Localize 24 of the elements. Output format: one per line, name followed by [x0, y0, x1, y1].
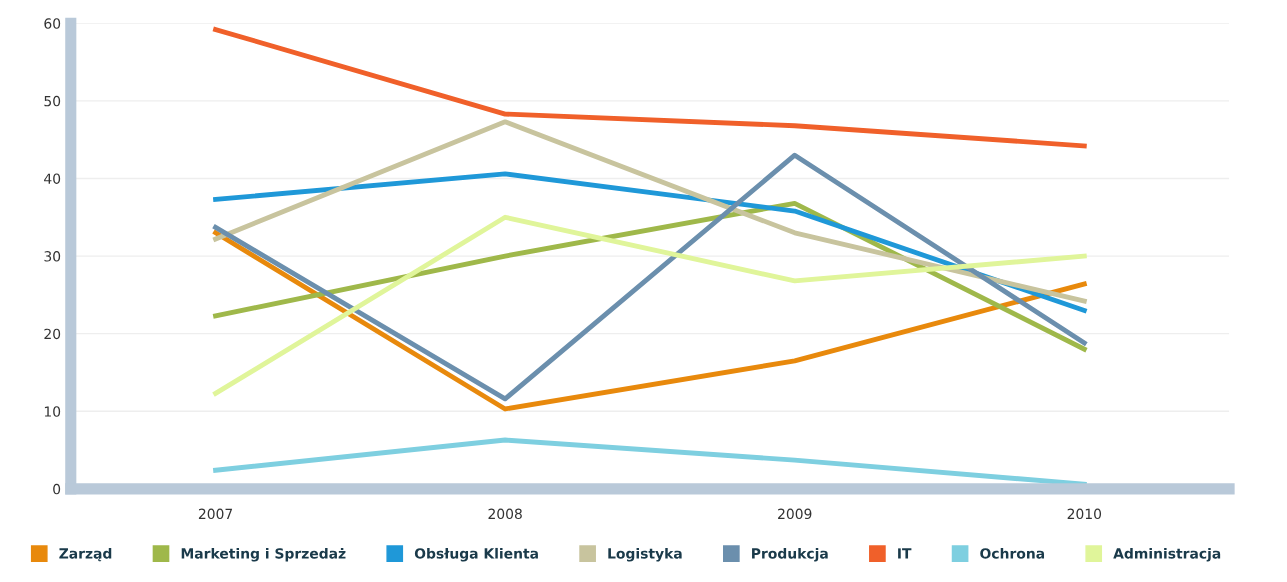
y-tick-label: 50 [44, 95, 61, 107]
legend-label: Zarząd [59, 547, 112, 562]
y-tick-label: 30 [44, 251, 61, 262]
line-series [213, 152, 1087, 402]
line-series [213, 27, 1087, 149]
line-series [213, 214, 1087, 396]
y-tick-label: 0 [53, 483, 61, 495]
legend-label: Produkcja [752, 547, 828, 562]
legend-label: Marketing i Sprzedaż [181, 547, 346, 562]
x-tick-label: 2009 [778, 508, 812, 520]
legend-label: IT [898, 548, 912, 559]
x-tick-label: 2007 [198, 508, 233, 520]
y-tick-label: 10 [44, 406, 61, 417]
y-tick-label: 40 [44, 173, 61, 184]
legend-label: Logistyka [608, 547, 682, 562]
line-series [213, 119, 1087, 304]
y-tick-label: 20 [44, 328, 61, 340]
legend-label: Ochrona [980, 547, 1045, 559]
legend-label: Obsługa Klienta [414, 547, 538, 562]
legend-label: Administracja [1113, 547, 1221, 562]
x-tick-label: 2008 [488, 508, 522, 520]
line-series [213, 230, 1087, 412]
x-tick-label: 2010 [1067, 508, 1102, 520]
y-tick-label: 60 [44, 18, 61, 29]
